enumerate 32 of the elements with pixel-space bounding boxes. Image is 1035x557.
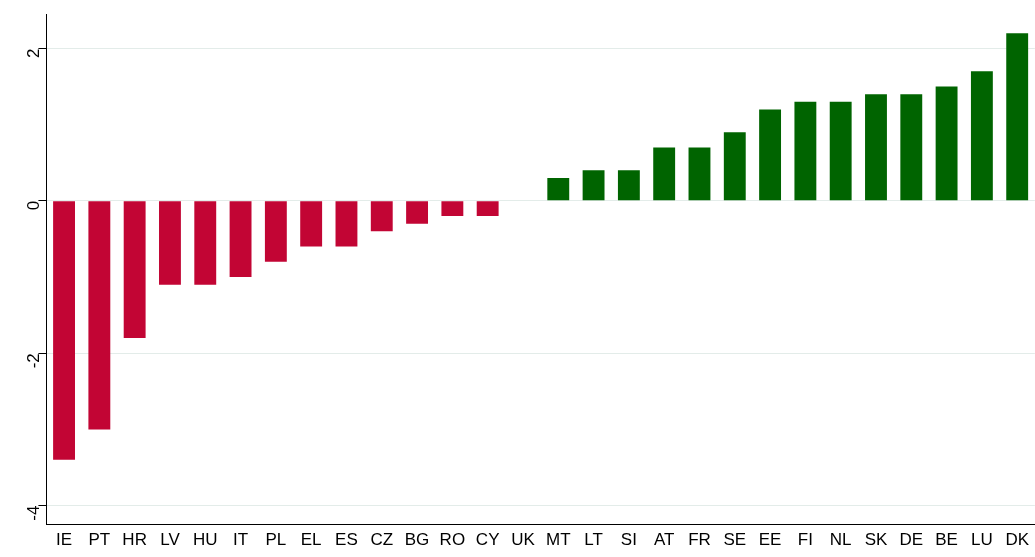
x-tick-label: BG bbox=[404, 530, 430, 550]
x-tick-label: RO bbox=[439, 530, 466, 550]
y-tick-label: 0 bbox=[24, 200, 44, 211]
y-tick-label: -4 bbox=[24, 505, 44, 521]
x-tick-label: EE bbox=[758, 530, 782, 550]
x-tick-label: FI bbox=[797, 530, 813, 550]
x-tick-label: HR bbox=[122, 530, 147, 550]
x-tick-label: NL bbox=[829, 530, 852, 550]
y-tick-label: -2 bbox=[24, 353, 44, 369]
x-tick-label: IE bbox=[56, 530, 73, 550]
x-tick-label: PL bbox=[265, 530, 287, 550]
x-tick-label: MT bbox=[546, 530, 571, 550]
x-tick-label: ES bbox=[335, 530, 358, 550]
x-tick-label: HU bbox=[192, 530, 218, 550]
x-tick-label: LT bbox=[584, 530, 603, 550]
x-tick-label: UK bbox=[511, 530, 536, 550]
x-tick-label: BE bbox=[935, 530, 958, 550]
x-tick-label: AT bbox=[653, 530, 675, 550]
x-tick-label: DE bbox=[899, 530, 924, 550]
y-tick-label: 2 bbox=[24, 48, 44, 58]
x-tick-label: EL bbox=[300, 530, 322, 550]
x-tick-label: IT bbox=[233, 530, 249, 550]
x-tick-label: PT bbox=[88, 530, 111, 550]
x-tick-label: CZ bbox=[370, 530, 394, 550]
x-tick-label: LV bbox=[160, 530, 181, 550]
x-tick-label: DK bbox=[1005, 530, 1030, 550]
x-tick-label: SI bbox=[620, 530, 637, 550]
x-tick-label: CY bbox=[475, 530, 500, 550]
x-tick-label: LU bbox=[971, 530, 993, 550]
x-tick-label: FR bbox=[688, 530, 711, 550]
x-tick-label: SK bbox=[864, 530, 888, 550]
x-tick-label: SE bbox=[723, 530, 747, 550]
